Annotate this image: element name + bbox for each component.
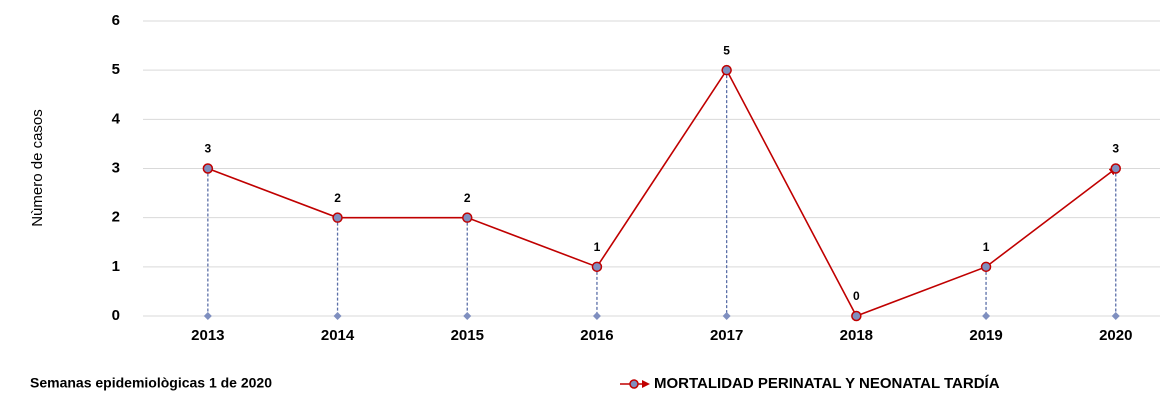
x-tick-label: 2014 <box>321 327 355 344</box>
legend-marker <box>629 379 639 389</box>
data-point <box>202 163 214 174</box>
footnote: Semanas epidemiològicas 1 de 2020 <box>30 375 272 391</box>
data-label: 1 <box>594 240 601 254</box>
data-point <box>851 310 862 322</box>
data-label: 1 <box>983 240 990 254</box>
drop-foot <box>982 312 991 320</box>
x-tick-label: 2013 <box>191 327 224 344</box>
x-tick-label: 2020 <box>1099 327 1132 344</box>
data-point <box>980 261 992 273</box>
drop-foot <box>203 312 212 320</box>
drop-foot <box>1111 312 1120 320</box>
x-tick-label: 2018 <box>840 327 873 344</box>
drop-foot <box>333 312 342 320</box>
y-tick-label: 2 <box>112 209 120 226</box>
y-tick-label: 1 <box>112 258 120 275</box>
y-tick-label: 6 <box>112 12 120 29</box>
data-label: 2 <box>334 191 341 205</box>
data-label: 3 <box>205 142 212 156</box>
y-tick-label: 0 <box>112 307 120 324</box>
y-tick-label: 4 <box>112 110 121 127</box>
data-point <box>332 212 343 223</box>
data-label: 5 <box>723 43 730 57</box>
x-tick-label: 2019 <box>969 327 1002 344</box>
legend-label: MORTALIDAD PERINATAL Y NEONATAL TARDÍA <box>654 375 1000 392</box>
y-tick-label: 3 <box>112 159 120 176</box>
data-point <box>462 212 473 223</box>
x-tick-label: 2016 <box>580 327 613 344</box>
data-label: 3 <box>1112 142 1119 156</box>
drop-foot <box>463 312 472 320</box>
y-tick-label: 5 <box>112 61 120 78</box>
data-point <box>591 261 603 273</box>
data-point <box>721 64 732 76</box>
data-label: 2 <box>464 191 471 205</box>
data-label: 0 <box>853 289 860 303</box>
data-point <box>1110 163 1121 174</box>
drop-foot <box>592 312 601 320</box>
series-line <box>207 68 1118 317</box>
y-axis-label: Nùmero de casos <box>29 109 46 227</box>
x-tick-label: 2015 <box>451 327 484 344</box>
x-tick-label: 2017 <box>710 327 743 344</box>
drop-foot <box>722 312 731 320</box>
